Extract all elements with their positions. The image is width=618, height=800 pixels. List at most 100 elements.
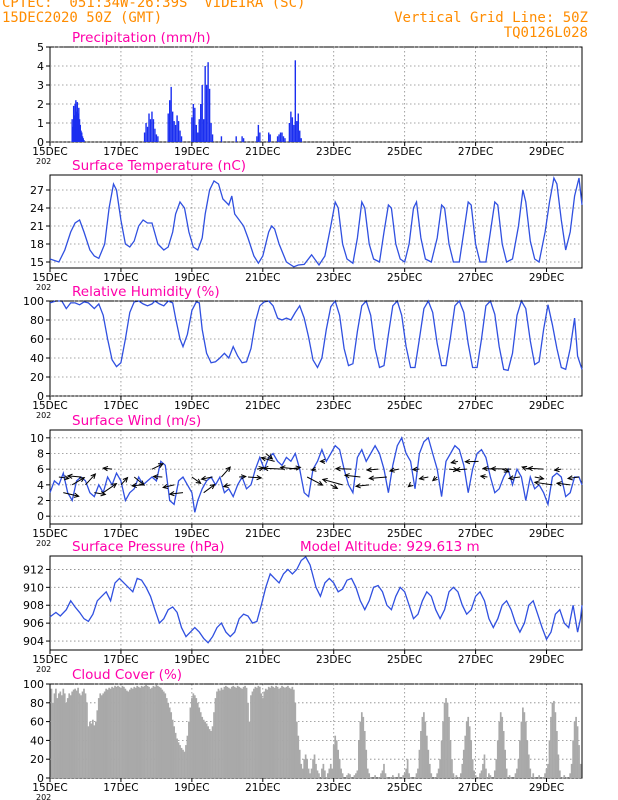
data-bar: [297, 113, 299, 142]
x-tick-label: 25DEC: [387, 146, 422, 158]
x-tick-label: 15DEC: [32, 654, 67, 666]
data-bar: [174, 124, 177, 142]
data-bar: [448, 716, 450, 778]
data-bar: [284, 687, 286, 778]
wind-arrow: [355, 484, 370, 487]
data-bar: [556, 731, 558, 778]
data-bar: [578, 745, 580, 778]
data-bar: [148, 686, 150, 778]
panel-precip: [46, 46, 583, 146]
data-bar: [403, 773, 406, 778]
data-bar: [167, 113, 169, 142]
wind-arrow-head: [256, 474, 263, 481]
data-bar: [241, 688, 243, 778]
data-bar: [445, 698, 447, 778]
x-tick-label: 17DEC: [103, 654, 138, 666]
data-bar: [148, 113, 150, 142]
data-bar: [128, 689, 131, 778]
x-tick-label: 29DEC: [529, 400, 564, 412]
wind-arrow-head: [225, 466, 231, 473]
data-bar: [222, 689, 224, 778]
data-bar: [238, 686, 241, 778]
data-bar: [544, 773, 546, 778]
data-bar: [346, 775, 348, 778]
x-tick-label: 29DEC: [529, 654, 564, 666]
data-bar: [284, 138, 286, 142]
wind-arrow: [94, 492, 106, 495]
data-bar: [523, 712, 526, 778]
data-bar: [201, 716, 204, 778]
data-bar: [316, 770, 319, 778]
data-bar: [480, 770, 483, 778]
data-bar: [93, 725, 96, 778]
data-bar: [557, 754, 560, 778]
wind-arrow-head: [368, 475, 375, 481]
data-bar: [220, 687, 223, 778]
data-bar: [149, 119, 152, 142]
data-bar: [347, 773, 350, 778]
data-bar: [176, 738, 178, 778]
y-tick-label: 100: [23, 295, 44, 308]
y-tick-label: 904: [23, 635, 44, 648]
data-bar: [173, 121, 175, 142]
wind-arrow-head: [195, 478, 202, 484]
data-bar: [154, 128, 156, 142]
panel-frame: [49, 174, 583, 269]
wind-arrow: [528, 467, 544, 470]
data-bar: [436, 773, 439, 778]
wind-arrow: [306, 476, 323, 486]
wind-arrow-head: [553, 466, 560, 473]
y-tick-label: 912: [23, 563, 44, 576]
data-bar: [109, 688, 112, 778]
data-bar: [326, 773, 329, 778]
data-bar: [496, 740, 499, 778]
data-bar: [171, 111, 174, 142]
x-tick-label: 27DEC: [458, 528, 493, 540]
header-grid-note: Vertical Grid Line: 50Z: [394, 10, 588, 26]
data-bar: [248, 721, 251, 778]
data-bar: [151, 111, 153, 142]
data-bar: [554, 712, 557, 778]
data-bar: [72, 105, 75, 142]
x-tick-label: 19DEC: [174, 146, 209, 158]
data-bar: [134, 687, 137, 778]
wind-arrow: [85, 473, 96, 486]
data-bar: [482, 763, 484, 778]
data-bar: [291, 686, 294, 778]
data-bar: [516, 768, 518, 778]
wind-arrow: [120, 477, 128, 486]
data-bar: [60, 695, 63, 778]
wind-arrow: [163, 484, 175, 489]
data-bar: [62, 688, 65, 778]
data-bar: [198, 707, 201, 778]
data-bar: [279, 687, 282, 778]
data-bar: [358, 740, 360, 778]
y-tick-label: 18: [30, 238, 44, 251]
data-bar: [467, 716, 470, 778]
wind-arrow: [263, 467, 284, 470]
data-bar: [75, 690, 78, 778]
data-bar: [563, 775, 566, 778]
wind-arrow-head: [464, 458, 471, 465]
wind-arrow-head: [100, 491, 107, 497]
y-tick-label: 80: [30, 314, 44, 327]
x-tick-label: 29DEC: [529, 782, 564, 794]
data-bar: [532, 773, 535, 778]
data-bar: [300, 138, 302, 142]
data-bar: [501, 716, 504, 778]
data-bar: [464, 735, 467, 778]
data-bar: [145, 123, 147, 142]
data-bar: [514, 773, 517, 778]
data-bar: [517, 759, 520, 778]
wind-arrow: [153, 475, 163, 478]
data-line: [49, 299, 583, 372]
x-tick-label: 25DEC: [387, 272, 422, 284]
data-bar: [331, 768, 334, 778]
data-bar: [366, 768, 369, 778]
x-tick-label: 23DEC: [316, 400, 351, 412]
x-tick-label: 23DEC: [316, 146, 351, 158]
wind-arrow: [336, 468, 352, 470]
x-tick-label: 19DEC: [174, 528, 209, 540]
data-bar: [217, 688, 220, 778]
data-bar: [259, 132, 261, 142]
